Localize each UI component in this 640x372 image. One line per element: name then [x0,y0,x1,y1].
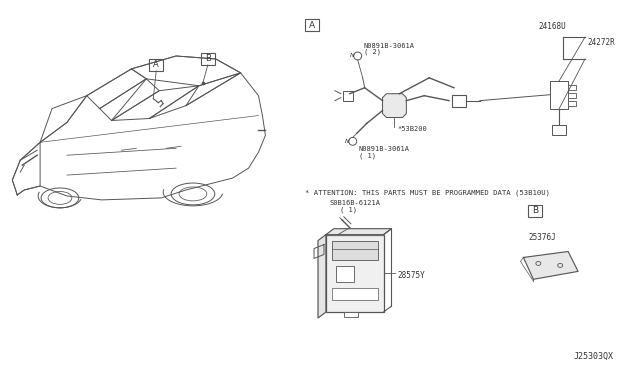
Text: *53B200: *53B200 [397,126,427,132]
Bar [568,101,576,106]
Text: A: A [309,21,315,30]
Bar [326,235,383,312]
Text: J25303QX: J25303QX [573,352,613,361]
Text: 25376J: 25376J [529,232,556,241]
Bar [552,125,566,135]
Text: * ATTENTION: THIS PARTS MUST BE PROGRAMMED DATA (53B10U): * ATTENTION: THIS PARTS MUST BE PROGRAMM… [305,190,550,196]
Bar [332,288,378,300]
Text: A: A [154,60,159,70]
Text: S0B16B-6121A: S0B16B-6121A [330,200,381,206]
Bar [568,85,576,90]
Text: N0891B-3061A: N0891B-3061A [358,146,410,152]
Polygon shape [383,94,406,118]
Bar [452,95,466,107]
Text: ( 1): ( 1) [358,152,376,159]
Bar [305,19,319,31]
Text: B: B [532,206,538,215]
Text: 28575Y: 28575Y [397,271,425,280]
Text: N: N [349,54,354,58]
Text: 24168U: 24168U [538,22,566,31]
Text: B: B [205,54,211,64]
Text: ( 1): ( 1) [340,207,357,213]
Bar [529,205,542,217]
Bar [344,312,358,317]
Bar [568,93,576,98]
Bar [336,266,354,282]
Bar [332,241,378,260]
Text: ( 2): ( 2) [364,49,381,55]
Text: N0891B-3061A: N0891B-3061A [364,43,415,49]
Polygon shape [318,235,326,318]
Bar [343,91,353,101]
Polygon shape [326,229,392,235]
Bar [149,59,163,71]
Bar [201,53,215,65]
Text: N: N [344,139,349,144]
Polygon shape [524,251,578,279]
Bar [550,81,568,109]
Text: 24272R: 24272R [587,38,615,47]
